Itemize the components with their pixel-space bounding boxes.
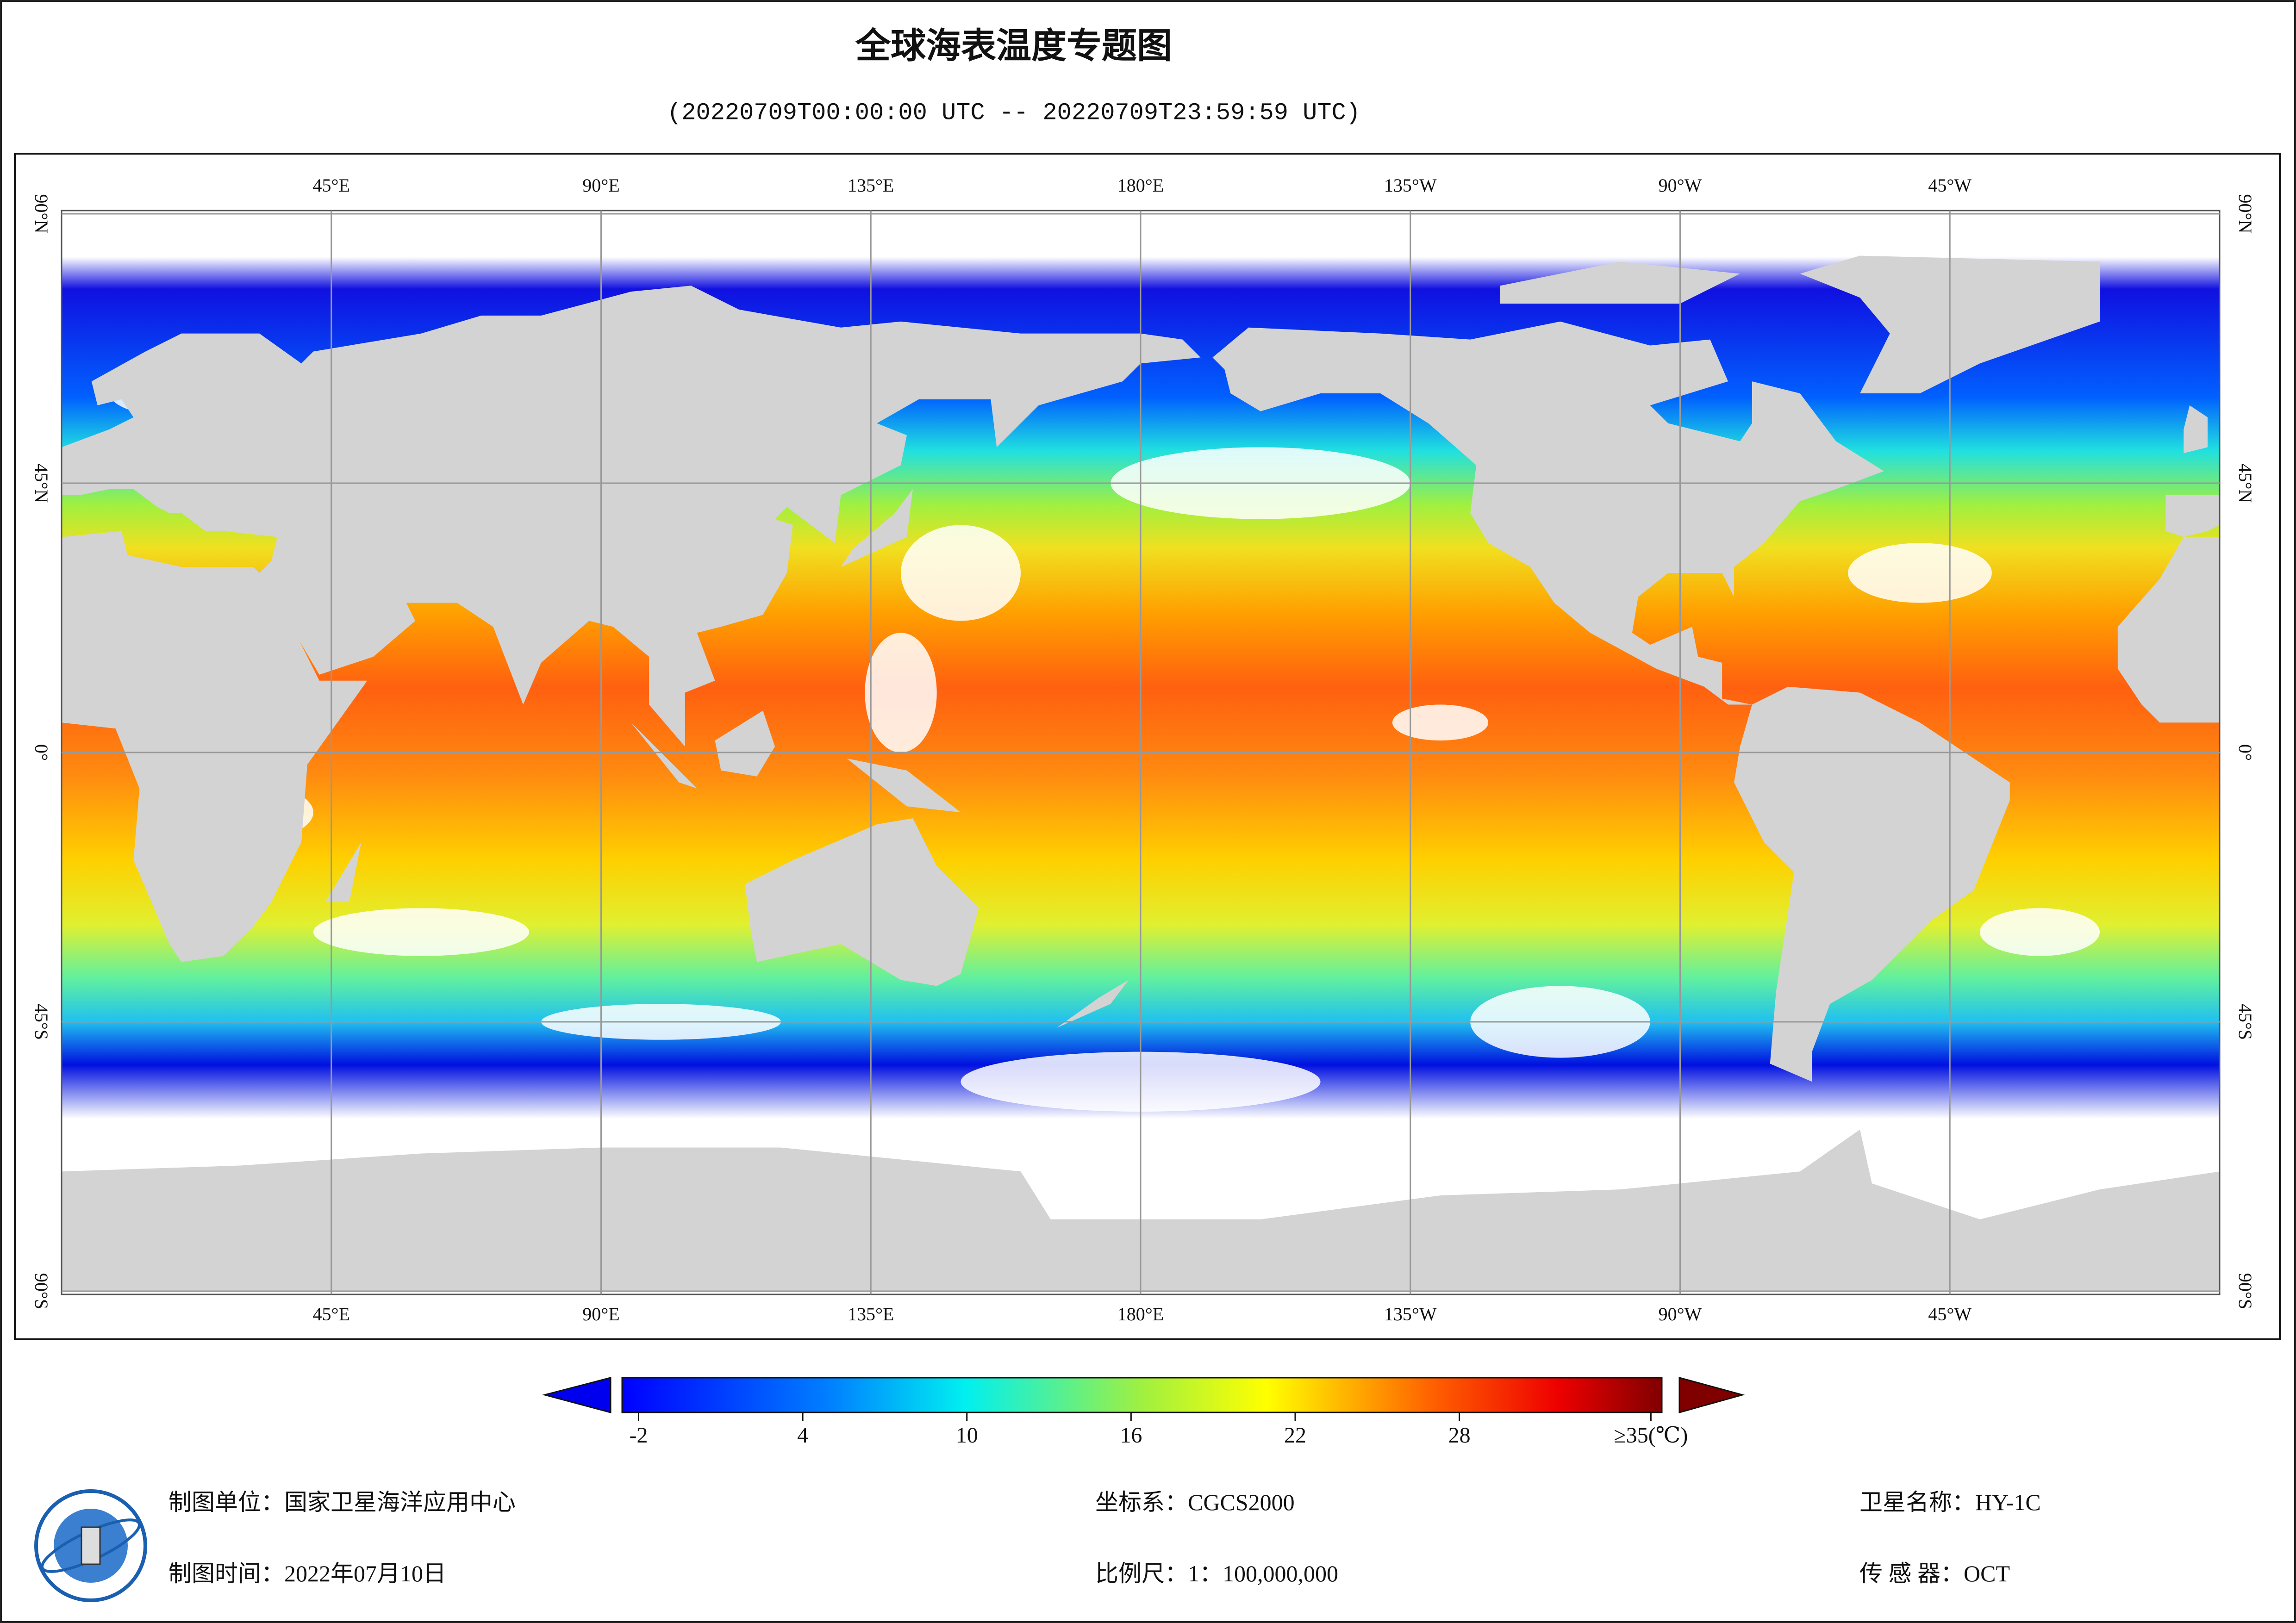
footer-sensor: 传 感 器：OCT [1859, 1561, 2010, 1586]
cloud [1980, 908, 2100, 956]
lat-label-right: 90°N [2235, 194, 2256, 234]
colorbar-low-arrow [542, 1377, 611, 1413]
logo [34, 1489, 147, 1602]
landmass [1212, 321, 1884, 705]
lon-label-bottom: 45°E [313, 1304, 350, 1325]
axis-labels: 45°E 45°E 90°E 90°E 135°E 135°E 180°E 180°E 135°… [31, 175, 2256, 1325]
lon-label-top: 90°E [582, 175, 619, 196]
lat-label-right: 90°S [2235, 1273, 2256, 1309]
colorbar-high-arrow [1678, 1377, 1745, 1413]
footer-time: 制图时间：2022年07月10日 [168, 1561, 446, 1586]
graticule [62, 211, 2220, 1294]
landmass [1056, 980, 1129, 1028]
value: 国家卫星海洋应用中心 [284, 1489, 516, 1515]
cloud [313, 908, 530, 956]
cloud [1848, 543, 1992, 603]
colorbar-tick-label: 16 [1120, 1423, 1142, 1448]
colorbar-tick-label: 22 [1284, 1423, 1306, 1448]
label: 制图单位： [168, 1489, 284, 1515]
value: HY-1C [1975, 1489, 2041, 1515]
label: 比例尺： [1095, 1561, 1188, 1586]
landmass [325, 842, 362, 902]
lon-label-bottom: 135°W [1384, 1304, 1437, 1325]
lon-label-top: 135°E [848, 175, 894, 196]
lat-label-left: 0° [31, 744, 52, 761]
label: 坐标系： [1095, 1489, 1188, 1515]
logo-satellite [81, 1526, 101, 1565]
value: CGCS2000 [1188, 1489, 1295, 1515]
label: 卫星名称： [1859, 1489, 1975, 1515]
lon-label-bottom: 45°W [1928, 1304, 1972, 1325]
footer-satellite: 卫星名称：HY-1C [1859, 1489, 2041, 1515]
lon-label-top: 45°E [313, 175, 350, 196]
landmass [2117, 537, 2220, 723]
colorbar-tick-label: ≥35(℃) [1614, 1423, 1688, 1448]
landmass [745, 818, 979, 986]
lon-label-bottom: 180°E [1117, 1304, 1164, 1325]
lon-label-bottom: 135°E [848, 1304, 894, 1325]
lon-label-top: 180°E [1117, 175, 1164, 196]
lon-label-bottom: 90°E [582, 1304, 619, 1325]
title: 全球海表温度专题图 [855, 25, 1172, 66]
colorbar-tick-label: 4 [797, 1423, 808, 1448]
landmass [2165, 495, 2220, 537]
value: 2022年07月10日 [284, 1561, 446, 1586]
value: 1：100,000,000 [1188, 1561, 1338, 1586]
footer-crs: 坐标系：CGCS2000 [1095, 1489, 1295, 1515]
landmass [1734, 686, 2010, 1082]
footer-scale: 比例尺：1：100,000,000 [1095, 1561, 1338, 1586]
value: OCT [1964, 1561, 2010, 1586]
label: 传 感 器： [1859, 1561, 1964, 1586]
landmass [841, 489, 913, 567]
colorbar-tick-label: 28 [1448, 1423, 1471, 1448]
lon-label-top: 90°W [1659, 175, 1702, 196]
colorbar-ticks: -2 4 10 16 22 28 ≥35(℃) [629, 1412, 1688, 1448]
landmass [62, 286, 1201, 747]
landmass [715, 710, 775, 777]
lon-label-top: 45°W [1928, 175, 1972, 196]
lat-label-right: 45°N [2235, 464, 2256, 503]
lat-label-left: 90°S [31, 1273, 52, 1309]
colorbar-tick-label: -2 [629, 1423, 648, 1448]
lat-label-right: 0° [2235, 744, 2256, 761]
landmass [847, 758, 961, 813]
colorbar-tick-label: 10 [956, 1423, 978, 1448]
label: 制图时间： [168, 1561, 284, 1586]
subtitle: (20220709T00:00:00 UTC -- 20220709T23:59… [667, 99, 1360, 127]
landmass [631, 722, 697, 789]
cloud [901, 525, 1021, 621]
lat-label-right: 45°S [2235, 1004, 2256, 1040]
lon-label-bottom: 90°W [1659, 1304, 1702, 1325]
landmass [62, 531, 368, 962]
lat-label-left: 45°S [31, 1004, 52, 1040]
lat-label-left: 45°N [31, 464, 52, 503]
footer-unit: 制图单位：国家卫星海洋应用中心 [168, 1489, 516, 1515]
lat-label-left: 90°N [31, 194, 52, 234]
cloud [865, 633, 937, 752]
cloud [1392, 704, 1489, 741]
map-frame [14, 153, 2281, 1340]
lon-label-top: 135°W [1384, 175, 1437, 196]
colorbar [621, 1377, 1663, 1413]
landmass [2184, 405, 2208, 454]
